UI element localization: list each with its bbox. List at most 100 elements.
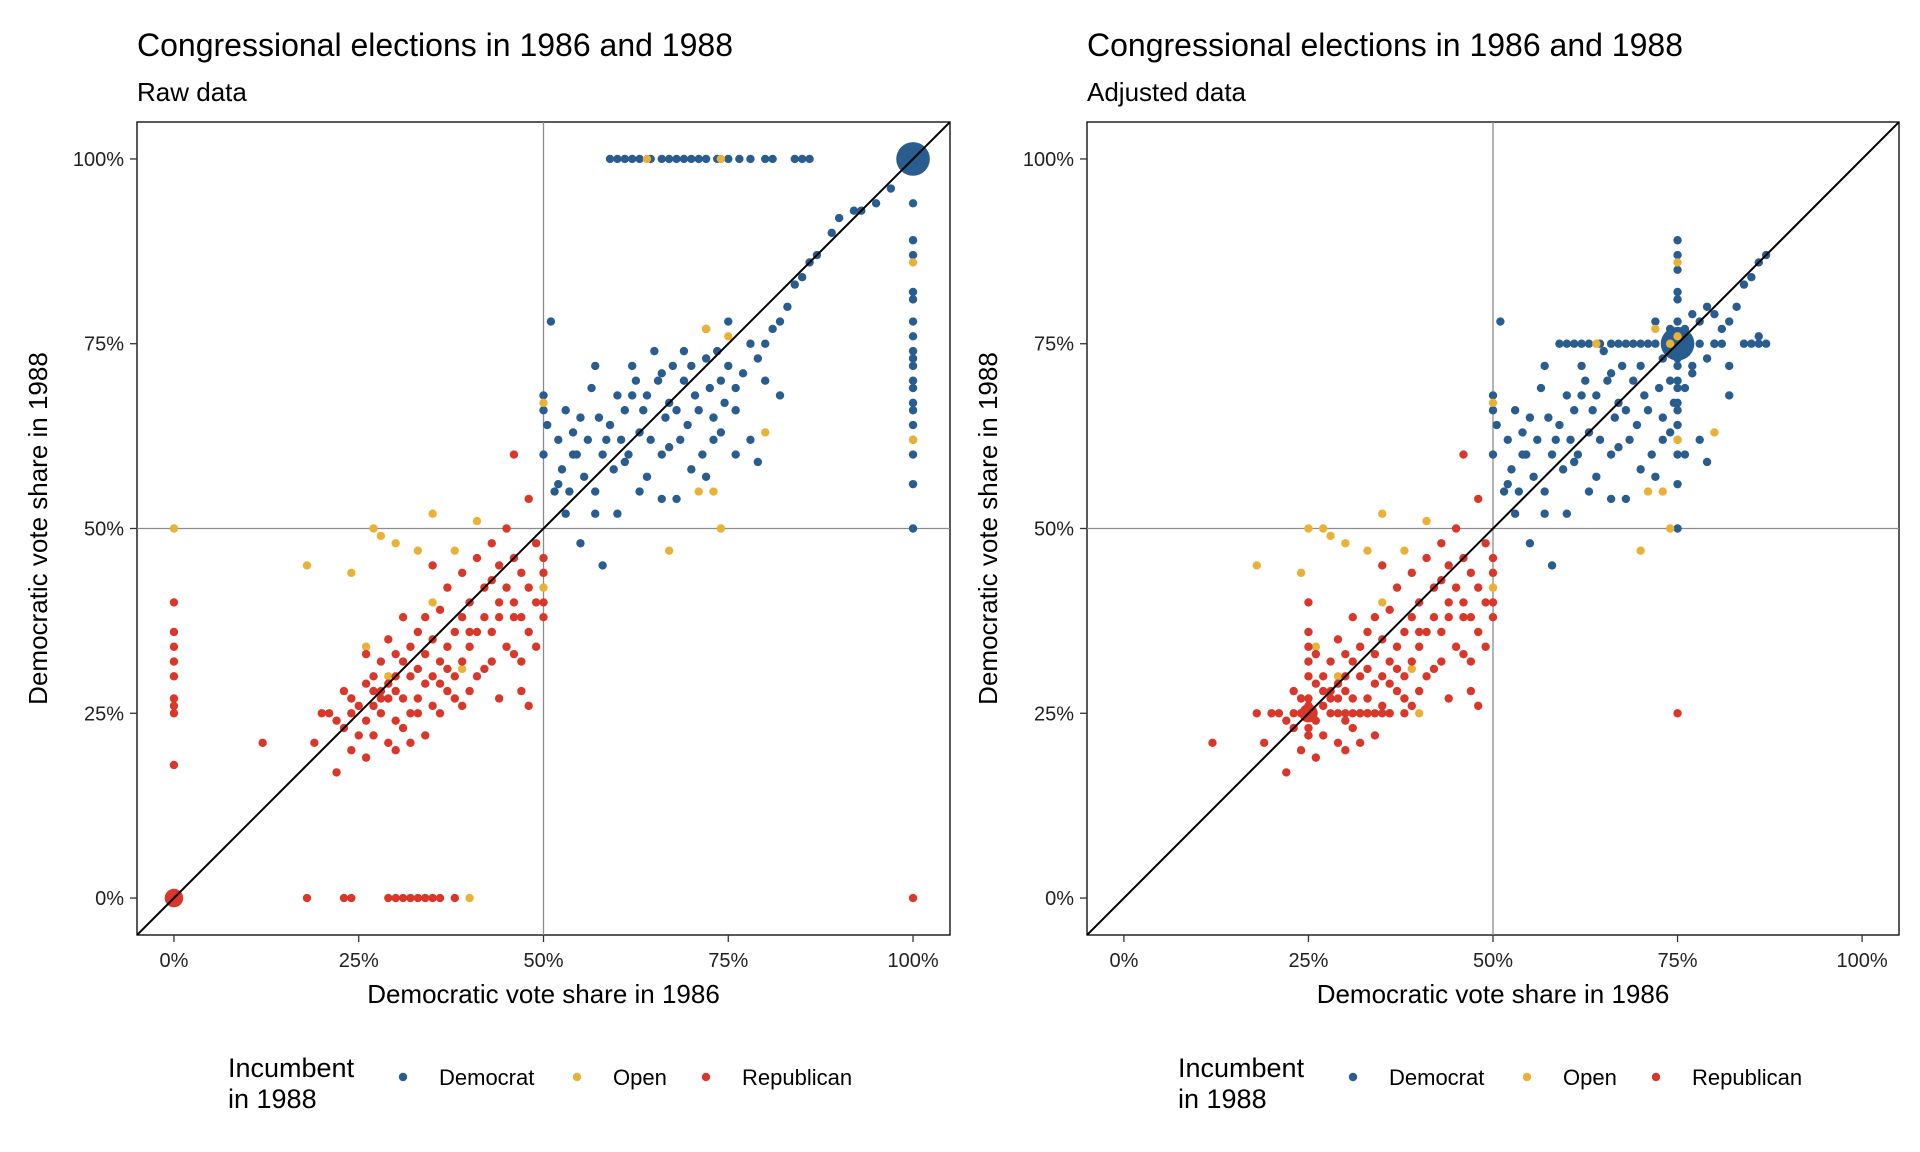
data-point — [908, 406, 918, 415]
data-point — [1680, 324, 1690, 334]
data-point — [768, 154, 777, 164]
data-point — [1296, 746, 1306, 755]
data-point — [1643, 406, 1653, 415]
data-point — [1632, 420, 1642, 430]
data-point — [716, 428, 726, 437]
data-point — [494, 612, 504, 622]
chart-subtitle: Adjusted data — [1087, 77, 1247, 107]
data-point — [1754, 332, 1763, 341]
data-point — [1481, 539, 1490, 548]
legend-marker — [1522, 1072, 1532, 1082]
data-point — [1717, 339, 1727, 348]
data-point — [687, 465, 696, 474]
legend-entry-republican: Republican — [701, 1065, 852, 1090]
data-point — [1363, 694, 1372, 703]
data-point — [1595, 435, 1605, 445]
data-point — [568, 428, 578, 437]
legend-title: Incumbent — [1178, 1053, 1305, 1083]
legend-marker — [1651, 1072, 1661, 1082]
data-point — [1474, 494, 1483, 504]
data-point — [539, 568, 548, 578]
data-point — [1378, 598, 1387, 607]
data-point — [169, 524, 179, 533]
data-point — [428, 672, 437, 681]
data-point — [738, 369, 748, 378]
data-point — [1289, 686, 1298, 696]
data-point — [1617, 361, 1627, 371]
data-point — [908, 354, 918, 363]
data-point — [1326, 709, 1335, 718]
data-point — [450, 893, 460, 903]
data-point — [1599, 346, 1608, 356]
data-point — [458, 657, 467, 666]
data-point — [694, 406, 703, 415]
data-point — [709, 487, 718, 496]
x-axis-label: Democratic vote share in 1986 — [367, 979, 720, 1009]
legend-title-line-2: in 1988 — [1178, 1084, 1267, 1114]
data-point — [413, 664, 423, 674]
data-point — [664, 154, 674, 164]
legend-marker — [398, 1072, 408, 1082]
data-point — [1267, 709, 1276, 718]
data-point — [1570, 457, 1579, 467]
diagonal-line — [137, 122, 950, 935]
data-point — [1355, 672, 1365, 681]
data-point — [458, 612, 467, 622]
data-point — [1540, 361, 1549, 371]
data-point — [761, 339, 770, 348]
data-point — [701, 324, 711, 334]
data-point — [1592, 339, 1601, 348]
data-point — [1488, 398, 1498, 408]
data-point — [1514, 487, 1524, 496]
data-point — [561, 406, 570, 415]
data-point — [517, 568, 526, 578]
legend-entry-democrat: Democrat — [398, 1065, 534, 1090]
data-point — [1643, 339, 1653, 348]
data-point — [169, 760, 179, 770]
data-point — [1378, 672, 1387, 681]
data-point — [1503, 435, 1512, 445]
data-point — [258, 738, 267, 748]
data-point — [1654, 383, 1664, 393]
data-point — [509, 612, 519, 622]
data-point — [1451, 642, 1461, 651]
data-point — [1444, 598, 1453, 607]
data-point — [517, 686, 526, 696]
data-point — [1673, 236, 1682, 245]
data-point — [324, 709, 334, 718]
data-point — [720, 398, 729, 408]
data-point — [672, 406, 681, 415]
data-point — [1348, 612, 1357, 622]
data-point — [731, 383, 740, 393]
chart-subtitle: Raw data — [137, 77, 247, 107]
data-point — [539, 598, 548, 607]
data-point — [657, 494, 666, 504]
data-point — [1592, 391, 1601, 400]
data-point — [1304, 598, 1313, 607]
x-tick-label: 100% — [887, 950, 938, 972]
series-republican — [164, 450, 918, 908]
data-point — [310, 738, 319, 748]
data-point — [1710, 428, 1719, 437]
data-point — [1555, 420, 1564, 430]
data-point — [635, 487, 644, 496]
data-point — [1341, 746, 1350, 755]
legend-entry-open: Open — [572, 1065, 667, 1090]
data-point — [908, 236, 918, 245]
x-tick-label: 0% — [160, 950, 189, 972]
data-point — [369, 672, 378, 681]
data-point — [631, 376, 641, 385]
data-point — [465, 642, 474, 651]
data-point — [1459, 649, 1468, 659]
data-point — [613, 391, 622, 400]
data-point — [1355, 738, 1365, 748]
data-point — [805, 154, 814, 164]
series-open — [1252, 258, 1719, 718]
data-point — [1414, 627, 1424, 637]
data-point — [1695, 435, 1704, 445]
data-point — [1437, 627, 1446, 637]
data-point — [332, 716, 341, 725]
data-point — [1673, 258, 1682, 267]
data-point — [1304, 731, 1313, 740]
data-point — [746, 435, 755, 445]
